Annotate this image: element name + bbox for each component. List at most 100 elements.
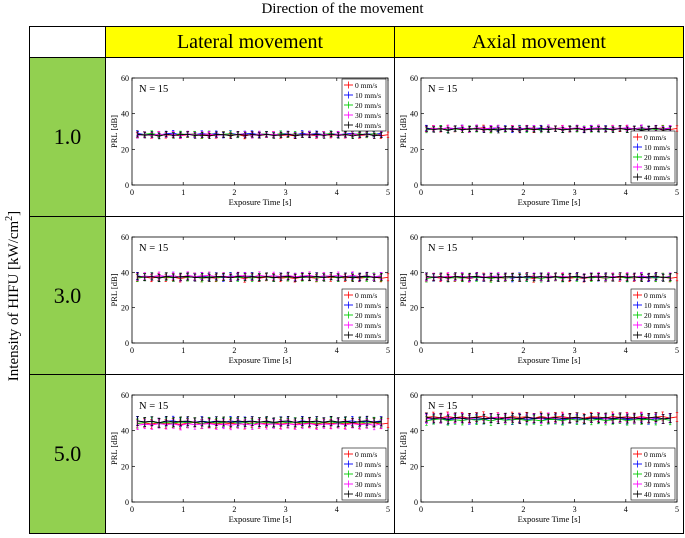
series-line-4 [426, 127, 671, 131]
legend-label: 0 mm/s [644, 291, 666, 300]
x-tick-label: 5 [386, 188, 390, 197]
plot-frame [131, 394, 389, 503]
legend-label: 40 mm/s [644, 173, 670, 182]
legend-label: 0 mm/s [355, 81, 377, 90]
x-tick-label: 5 [675, 188, 679, 197]
legend-label: 40 mm/s [355, 490, 381, 499]
legend-label: 30 mm/s [355, 321, 381, 330]
y-tick-label: 0 [125, 498, 129, 507]
series-line-4 [137, 133, 382, 137]
plot-frame [420, 236, 678, 344]
series-line-0 [137, 276, 389, 280]
y-tick-label: 60 [410, 391, 418, 400]
legend-label: 20 mm/s [355, 101, 381, 110]
y-tick-label: 60 [121, 74, 129, 83]
y-axis-label: PRL [dB] [398, 115, 408, 148]
legend-label: 30 mm/s [355, 480, 381, 489]
side-title-main: Intensity of HIFU [kW/cm [6, 220, 22, 382]
y-tick-label: 60 [410, 233, 418, 242]
x-tick-label: 3 [284, 346, 288, 355]
x-tick-label: 2 [232, 505, 236, 514]
chart-axial-5-0: 0 20 40 60 0 1 2 3 4 5 Exposure Time [s] PRL [dB] N … [398, 391, 679, 524]
legend-label: 10 mm/s [644, 301, 670, 310]
x-tick-label: 0 [419, 505, 423, 514]
legend: 0 mm/s10 mm/s20 mm/s30 mm/s40 mm/s [630, 130, 676, 184]
legend-label: 0 mm/s [644, 133, 666, 142]
x-tick-label: 4 [335, 188, 339, 197]
x-tick-label: 2 [232, 188, 236, 197]
figure-side-title: Intensity of HIFU [kW/cm2] [0, 116, 22, 476]
x-tick-label: 2 [521, 346, 525, 355]
x-tick-label: 3 [573, 188, 577, 197]
legend-label: 20 mm/s [644, 153, 670, 162]
chart-lateral-1-0: 0 20 40 60 0 1 2 3 4 5 Exposure Time [s] PRL [dB] N … [109, 74, 390, 207]
legend-label: 0 mm/s [355, 450, 377, 459]
y-tick-label: 40 [121, 427, 129, 436]
panel-axial-1-0: 0 20 40 60 0 1 2 3 4 5 Exposure Time [s] PRL [dB] N … [394, 57, 684, 217]
legend-label: 30 mm/s [644, 480, 670, 489]
sample-size-annotation: N = 15 [428, 401, 457, 412]
y-axis-label: PRL [dB] [398, 273, 408, 306]
legend: 0 mm/s10 mm/s20 mm/s30 mm/s40 mm/s [341, 288, 387, 342]
series-4 [136, 415, 383, 428]
x-tick-label: 2 [232, 346, 236, 355]
row-header-1-0: 1.0 [29, 57, 106, 217]
legend-label: 40 mm/s [355, 331, 381, 340]
x-tick-label: 1 [181, 188, 185, 197]
side-title-sup: 2 [4, 215, 15, 221]
legend: 0 mm/s10 mm/s20 mm/s30 mm/s40 mm/s [630, 288, 676, 342]
y-tick-label: 0 [414, 498, 418, 507]
y-axis-label: PRL [dB] [109, 432, 119, 465]
series-4 [136, 130, 383, 140]
legend: 0 mm/s10 mm/s20 mm/s30 mm/s40 mm/s [341, 78, 387, 132]
x-tick-label: 0 [419, 188, 423, 197]
x-tick-label: 5 [675, 505, 679, 514]
legend-label: 20 mm/s [644, 470, 670, 479]
y-tick-label: 40 [410, 427, 418, 436]
column-header-axial: Axial movement [394, 26, 684, 58]
figure-grid: Lateral movement Axial movement 1.0 3.0 … [29, 26, 684, 534]
series-4 [425, 412, 672, 425]
plot-frame [131, 77, 389, 186]
x-tick-label: 4 [624, 505, 628, 514]
x-tick-label: 4 [624, 188, 628, 197]
panel-lateral-1-0: 0 20 40 60 0 1 2 3 4 5 Exposure Time [s] PRL [dB] N … [105, 57, 395, 217]
series-4 [425, 272, 672, 283]
y-tick-label: 0 [414, 181, 418, 190]
x-tick-label: 1 [470, 346, 474, 355]
plot-frame [420, 394, 678, 503]
legend-label: 0 mm/s [644, 450, 666, 459]
y-tick-label: 40 [121, 110, 129, 119]
x-tick-label: 3 [284, 505, 288, 514]
series-line-0 [137, 422, 389, 426]
y-tick-label: 40 [121, 268, 129, 277]
y-tick-label: 0 [125, 181, 129, 190]
plot-frame [420, 77, 678, 186]
y-tick-label: 40 [410, 110, 418, 119]
y-tick-label: 20 [410, 304, 418, 313]
y-axis-label: PRL [dB] [398, 432, 408, 465]
y-tick-label: 60 [121, 233, 129, 242]
legend-label: 20 mm/s [644, 311, 670, 320]
legend: 0 mm/s10 mm/s20 mm/s30 mm/s40 mm/s [341, 447, 387, 501]
legend-label: 20 mm/s [355, 470, 381, 479]
x-tick-label: 0 [130, 346, 134, 355]
figure-top-title: Direction of the movement [261, 1, 424, 17]
sample-size-annotation: N = 15 [139, 84, 168, 95]
series-4 [136, 272, 383, 283]
chart-lateral-5-0: 0 20 40 60 0 1 2 3 4 5 Exposure Time [s] PRL [dB] N … [109, 391, 390, 524]
x-axis-label: Exposure Time [s] [518, 514, 581, 524]
side-title-end: ] [6, 210, 22, 216]
panel-lateral-5-0: 0 20 40 60 0 1 2 3 4 5 Exposure Time [s] PRL [dB] N … [105, 374, 395, 534]
panel-axial-5-0: 0 20 40 60 0 1 2 3 4 5 Exposure Time [s] PRL [dB] N … [394, 374, 684, 534]
x-tick-label: 0 [130, 188, 134, 197]
x-tick-label: 4 [335, 505, 339, 514]
y-tick-label: 20 [410, 145, 418, 154]
y-tick-label: 60 [121, 391, 129, 400]
legend-label: 40 mm/s [644, 331, 670, 340]
y-tick-label: 20 [121, 462, 129, 471]
legend: 0 mm/s10 mm/s20 mm/s30 mm/s40 mm/s [630, 447, 676, 501]
legend-label: 10 mm/s [644, 143, 670, 152]
x-tick-label: 1 [181, 346, 185, 355]
y-axis-label: PRL [dB] [109, 273, 119, 306]
